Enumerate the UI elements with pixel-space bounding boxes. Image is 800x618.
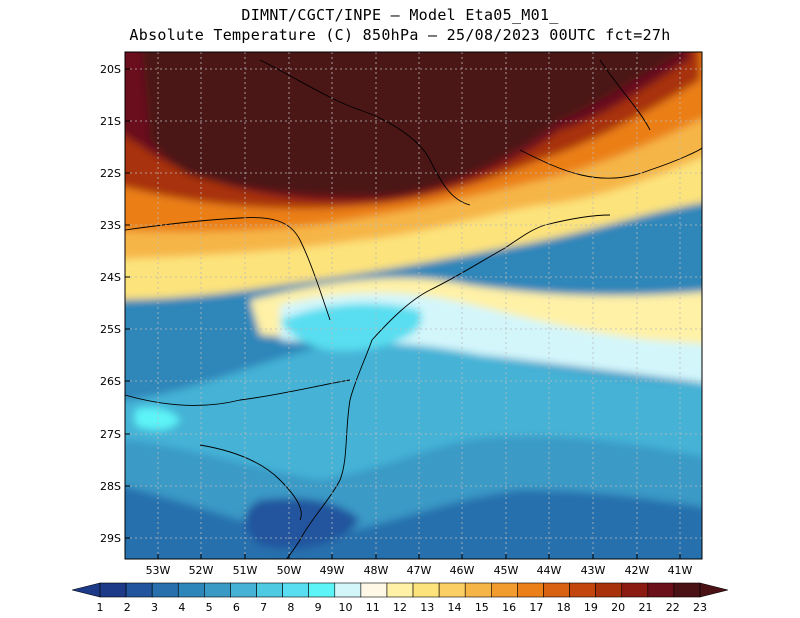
lat-label: 24S bbox=[100, 271, 121, 284]
colorbar-label: 9 bbox=[315, 601, 322, 614]
graticule bbox=[125, 52, 702, 559]
colorbar-swatch bbox=[491, 582, 518, 598]
colorbar-label: 1 bbox=[97, 601, 104, 614]
map-title-line1: DIMNT/CGCT/INPE – Model Eta05_M01_ bbox=[241, 6, 559, 24]
colorbar-swatch bbox=[412, 582, 440, 598]
colorbar-swatch bbox=[177, 582, 205, 598]
lon-label: 50W bbox=[277, 564, 302, 577]
lat-label: 25S bbox=[100, 323, 121, 336]
colorbar-label: 21 bbox=[638, 601, 652, 614]
colorbar-label: 2 bbox=[124, 601, 131, 614]
colorbar-label: 13 bbox=[420, 601, 434, 614]
colorbar-swatch bbox=[334, 582, 362, 598]
colorbar-label: 7 bbox=[260, 601, 267, 614]
colorbar-swatch bbox=[464, 582, 492, 598]
colorbar-label: 19 bbox=[584, 601, 598, 614]
lon-label: 41W bbox=[668, 564, 693, 577]
lat-label: 22S bbox=[100, 167, 121, 180]
lat-label: 20S bbox=[100, 63, 121, 76]
lon-label: 44W bbox=[537, 564, 562, 577]
colorbar-swatch bbox=[673, 582, 701, 598]
map-title-line2: Absolute Temperature (C) 850hPa – 25/08/… bbox=[129, 26, 671, 44]
lon-label: 52W bbox=[189, 564, 214, 577]
colorbar-label: 5 bbox=[206, 601, 213, 614]
lon-label: 49W bbox=[320, 564, 345, 577]
colorbar-swatch bbox=[99, 582, 127, 598]
colorbar-label: 6 bbox=[233, 601, 240, 614]
lat-label: 23S bbox=[100, 219, 121, 232]
colorbar-label: 17 bbox=[529, 601, 543, 614]
lon-label: 45W bbox=[494, 564, 519, 577]
lat-label: 27S bbox=[100, 428, 121, 441]
lat-label: 21S bbox=[100, 115, 121, 128]
colorbar-label: 23 bbox=[693, 601, 707, 614]
lon-label: 48W bbox=[364, 564, 389, 577]
colorbar-swatch bbox=[621, 582, 649, 598]
colorbar-label: 22 bbox=[666, 601, 680, 614]
colorbar-label: 8 bbox=[287, 601, 294, 614]
colorbar-swatch bbox=[125, 582, 153, 598]
colorbar-swatch bbox=[308, 582, 336, 598]
lat-label: 29S bbox=[100, 532, 121, 545]
colorbar-arrow-low bbox=[71, 582, 101, 598]
colorbar-label: 18 bbox=[557, 601, 571, 614]
colorbar-label: 10 bbox=[338, 601, 352, 614]
lon-label: 47W bbox=[407, 564, 432, 577]
colorbar-label: 3 bbox=[151, 601, 158, 614]
lat-label: 28S bbox=[100, 480, 121, 493]
colorbar: 1 2 3 4 5 6 7 8 9 10 11 12 13 14 15 16 17 18 19 20 21 22 23 bbox=[71, 582, 729, 614]
colorbar-swatch bbox=[595, 582, 623, 598]
colorbar-label: 12 bbox=[393, 601, 407, 614]
temperature-field bbox=[125, 52, 702, 559]
colorbar-swatch bbox=[569, 582, 596, 598]
colorbar-label: 16 bbox=[502, 601, 516, 614]
colorbar-swatch bbox=[386, 582, 414, 598]
colorbar-label: 4 bbox=[178, 601, 185, 614]
lon-label: 53W bbox=[146, 564, 171, 577]
lon-label: 51W bbox=[233, 564, 258, 577]
colorbar-label: 14 bbox=[448, 601, 462, 614]
colorbar-label: 11 bbox=[366, 601, 380, 614]
colorbar-swatch bbox=[543, 582, 570, 598]
colorbar-swatch bbox=[151, 582, 179, 598]
colorbar-swatch bbox=[204, 582, 231, 598]
colorbar-swatch bbox=[438, 582, 466, 598]
colorbar-swatch bbox=[360, 582, 388, 598]
lon-label: 46W bbox=[450, 564, 475, 577]
colorbar-swatch bbox=[647, 582, 675, 598]
map-frame bbox=[124, 51, 703, 560]
colorbar-label: 20 bbox=[611, 601, 625, 614]
colorbar-swatch bbox=[256, 582, 283, 598]
colorbar-swatch bbox=[230, 582, 257, 598]
colorbar-arrow-high bbox=[699, 582, 729, 598]
lon-label: 43W bbox=[581, 564, 606, 577]
lat-label: 26S bbox=[100, 375, 121, 388]
colorbar-swatch bbox=[282, 582, 309, 598]
colorbar-swatch bbox=[517, 582, 544, 598]
colorbar-label: 15 bbox=[475, 601, 489, 614]
lon-label: 42W bbox=[625, 564, 650, 577]
